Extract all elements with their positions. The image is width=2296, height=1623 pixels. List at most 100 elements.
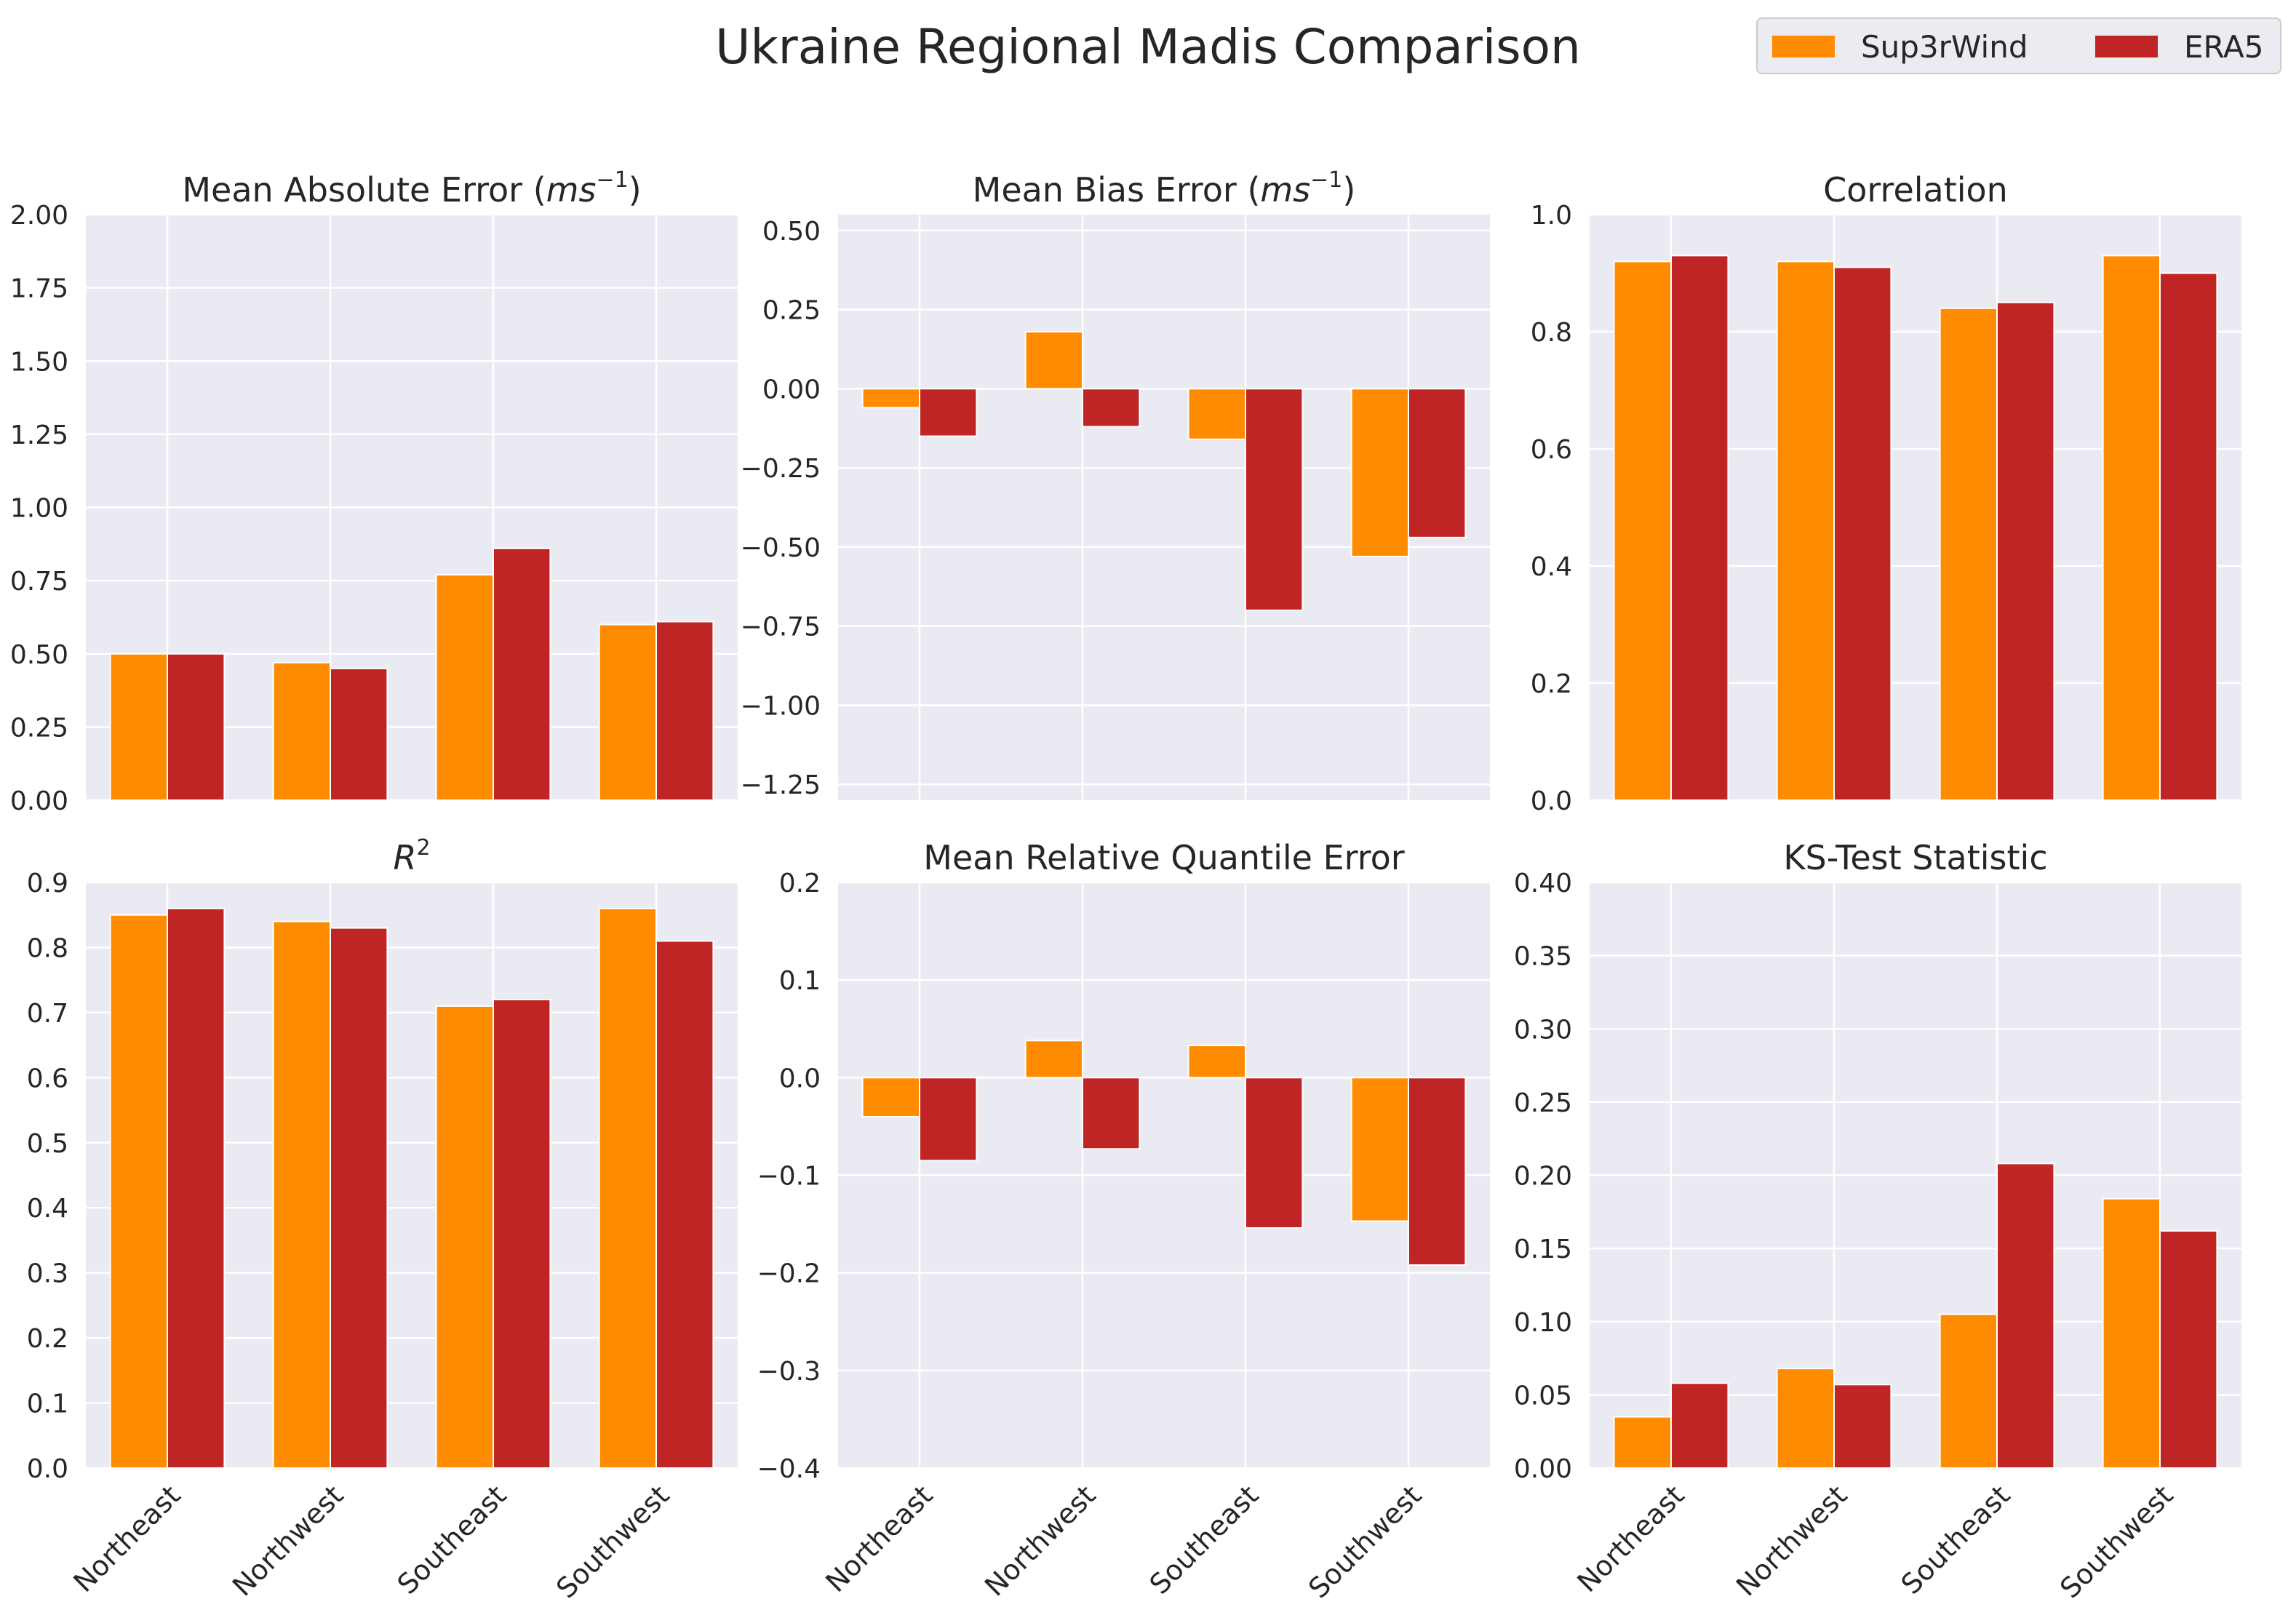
- y-tick-label: 0.50: [10, 640, 68, 670]
- bar-era5-southwest: [655, 621, 714, 801]
- y-tick-label: 1.0: [1531, 201, 1572, 231]
- y-tick-label: −0.50: [741, 533, 821, 563]
- y-tick-label: 0.9: [27, 869, 68, 898]
- bar-sup3rwind-southeast: [435, 574, 494, 801]
- bar-sup3rwind-northwest: [272, 920, 332, 1469]
- bar-sup3rwind-southwest: [1350, 1077, 1409, 1222]
- bar-era5-northeast: [167, 907, 226, 1470]
- y-tick-label: 0.2: [779, 869, 821, 898]
- y-tick-label: 2.00: [10, 201, 68, 231]
- bar-era5-northwest: [330, 667, 388, 801]
- y-tick-label: 1.75: [10, 274, 68, 304]
- x-tick-label: Northwest: [978, 1479, 1101, 1602]
- y-tick-label: 0.25: [1514, 1088, 1572, 1118]
- x-tick-label: Southwest: [1302, 1479, 1427, 1604]
- bar-era5-southwest: [1408, 388, 1467, 538]
- x-tick-label: Northwest: [226, 1479, 349, 1602]
- x-tick-label: Northwest: [1730, 1479, 1853, 1602]
- y-tick-label: 0.2: [27, 1324, 68, 1354]
- legend-label-era5: ERA5: [2184, 28, 2264, 65]
- y-tick-label: −1.00: [741, 691, 821, 721]
- y-tick-label: 0.00: [1514, 1454, 1572, 1484]
- y-tick-label: −0.2: [757, 1259, 821, 1289]
- bar-era5-northeast: [919, 1077, 978, 1162]
- legend: Sup3rWind ERA5: [1756, 17, 2281, 74]
- subplot-6: 0.00 0.05 0.10 0.15 0.20 0.25 0.30 0.35 0.40 KS-T…: [1514, 838, 2241, 1604]
- x-tick-label: Southeast: [1144, 1479, 1265, 1600]
- y-tick-label: 0.00: [762, 375, 821, 404]
- y-tick-label: 0.8: [1531, 318, 1572, 348]
- bar-sup3rwind-southeast: [1939, 307, 1998, 801]
- bar-sup3rwind-northeast: [109, 653, 169, 801]
- y-tick-label: 0.75: [10, 567, 68, 597]
- y-tick-label: 1.00: [10, 494, 68, 524]
- bar-era5-southeast: [493, 999, 551, 1469]
- subplot-5: −0.4 −0.3 −0.2 −0.1 0.0 0.1 0.2 Mean Relative Q…: [757, 838, 1490, 1604]
- bar-era5-northeast: [1670, 1382, 1729, 1470]
- legend-swatch-sup3rwind: [1772, 36, 1835, 57]
- y-tick-label: 0.1: [779, 966, 821, 996]
- y-tick-label: 0.3: [27, 1259, 68, 1289]
- x-tick-label: Northeast: [1571, 1479, 1691, 1598]
- y-tick-label: 0.20: [1514, 1162, 1572, 1192]
- y-tick-label: 0.30: [1514, 1015, 1572, 1045]
- figure-title: Ukraine Regional Madis Comparison: [715, 19, 1581, 75]
- y-tick-label: 0.15: [1514, 1235, 1572, 1264]
- bar-sup3rwind-northeast: [109, 914, 169, 1469]
- x-tick-label: Southeast: [1895, 1479, 2017, 1600]
- bar-sup3rwind-southwest: [2102, 1197, 2161, 1469]
- y-tick-label: 0.35: [1514, 942, 1572, 972]
- subplot-title: Mean Relative Quantile Error: [923, 838, 1405, 877]
- bar-era5-northwest: [1833, 266, 1892, 801]
- y-tick-label: 0.0: [779, 1064, 821, 1093]
- x-tick-label: Northeast: [68, 1479, 187, 1598]
- y-tick-label: −0.75: [741, 613, 821, 642]
- legend-item-era5: ERA5: [2095, 28, 2264, 65]
- legend-item-sup3rwind: Sup3rWind: [1772, 28, 2028, 65]
- bar-era5-northwest: [1082, 1077, 1141, 1150]
- x-tick-label: Northeast: [820, 1479, 939, 1598]
- bar-sup3rwind-northwest: [1024, 1040, 1083, 1079]
- y-tick-label: 0.6: [27, 1064, 68, 1093]
- bar-sup3rwind-southwest: [598, 623, 657, 801]
- bar-sup3rwind-northeast: [1613, 1416, 1673, 1469]
- bar-sup3rwind-southeast: [1187, 388, 1246, 440]
- x-tick-label: Southeast: [391, 1479, 513, 1600]
- y-tick-label: 0.25: [762, 296, 821, 326]
- y-tick-label: 0.7: [27, 999, 68, 1029]
- y-tick-label: 0.4: [1531, 552, 1572, 582]
- subplot-title: Mean Absolute Error (ms−1): [182, 167, 641, 210]
- y-tick-label: 0.5: [27, 1129, 68, 1159]
- bar-era5-southwest: [655, 940, 714, 1469]
- y-tick-label: 0.25: [10, 713, 68, 743]
- legend-swatch-era5: [2095, 36, 2158, 57]
- bar-era5-southwest: [2159, 272, 2218, 801]
- bar-era5-northwest: [330, 927, 388, 1469]
- bar-era5-southwest: [2159, 1229, 2218, 1469]
- bar-sup3rwind-southeast: [1939, 1313, 1998, 1469]
- y-tick-label: 0.8: [27, 933, 68, 963]
- x-tick-label: Southwest: [2054, 1479, 2179, 1604]
- y-tick-label: 0.50: [762, 217, 821, 247]
- legend-label-sup3rwind: Sup3rWind: [1861, 28, 2028, 65]
- y-tick-label: 0.1: [27, 1389, 68, 1419]
- x-tick-label: Southwest: [550, 1479, 675, 1604]
- y-tick-label: 0.2: [1531, 669, 1572, 699]
- subplot-title: Correlation: [1823, 170, 2008, 210]
- bar-era5-southeast: [493, 547, 551, 801]
- bar-sup3rwind-southwest: [2102, 255, 2161, 802]
- bar-era5-southeast: [1996, 301, 2055, 801]
- y-tick-label: 1.50: [10, 347, 68, 377]
- bar-sup3rwind-southeast: [1187, 1045, 1246, 1079]
- subplot-4: 0.0 0.1 0.2 0.3 0.4 0.5 0.6 0.7 0.8 0.9 R2 Northeas…: [27, 835, 738, 1604]
- bar-era5-southeast: [1996, 1163, 2055, 1470]
- y-tick-label: −0.3: [757, 1357, 821, 1387]
- y-tick-label: −1.25: [741, 770, 821, 800]
- bar-sup3rwind-southwest: [1350, 388, 1409, 557]
- y-tick-label: 0.4: [27, 1194, 68, 1224]
- bar-sup3rwind-southeast: [435, 1005, 494, 1469]
- bar-era5-southeast: [1245, 1077, 1304, 1229]
- y-tick-label: 0.0: [1531, 786, 1572, 816]
- y-tick-label: 0.00: [10, 786, 68, 816]
